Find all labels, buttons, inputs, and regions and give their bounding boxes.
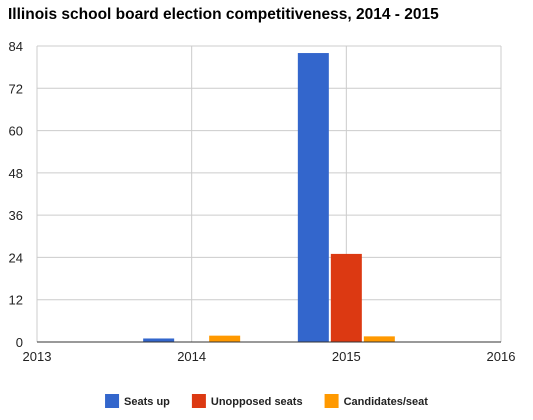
y-tick-label: 36 [9,208,23,223]
y-tick-label: 24 [9,250,23,265]
y-tick-label: 60 [9,124,23,139]
bar-candidates-seat-2014 [209,335,241,342]
y-tick-label: 48 [9,166,23,181]
legend-swatch-seats-up [105,394,120,408]
y-tick-label: 12 [9,293,23,308]
x-tick-label: 2013 [23,349,52,364]
bars [143,53,395,343]
bar-unopposed-seats-2015 [330,253,362,342]
y-tick-label: 72 [9,81,23,96]
legend-label-seats-up: Seats up [124,396,170,408]
legend-swatch-unopposed-seats [191,394,206,408]
legend-swatch-candidates-seat [324,394,339,408]
legend-label-unopposed-seats: Unopposed seats [211,396,303,408]
x-tick-label: 2015 [332,349,361,364]
axes: 0 12 24 36 48 60 72 84 2013 2014 2015 2016 [9,39,516,364]
bar-seats-up-2014 [143,338,175,342]
legend: Seats up Unopposed seats Candidates/seat [105,394,428,408]
gridlines [36,45,502,343]
y-tick-label: 0 [16,335,23,350]
legend-label-candidates-seat: Candidates/seat [344,396,429,408]
bar-seats-up-2015 [297,53,329,343]
x-tick-label: 2014 [177,349,206,364]
y-tick-label: 84 [9,39,23,54]
bar-candidates-seat-2015 [363,336,395,342]
x-tick-label: 2016 [487,349,516,364]
chart-title: Illinois school board election competiti… [8,6,439,23]
